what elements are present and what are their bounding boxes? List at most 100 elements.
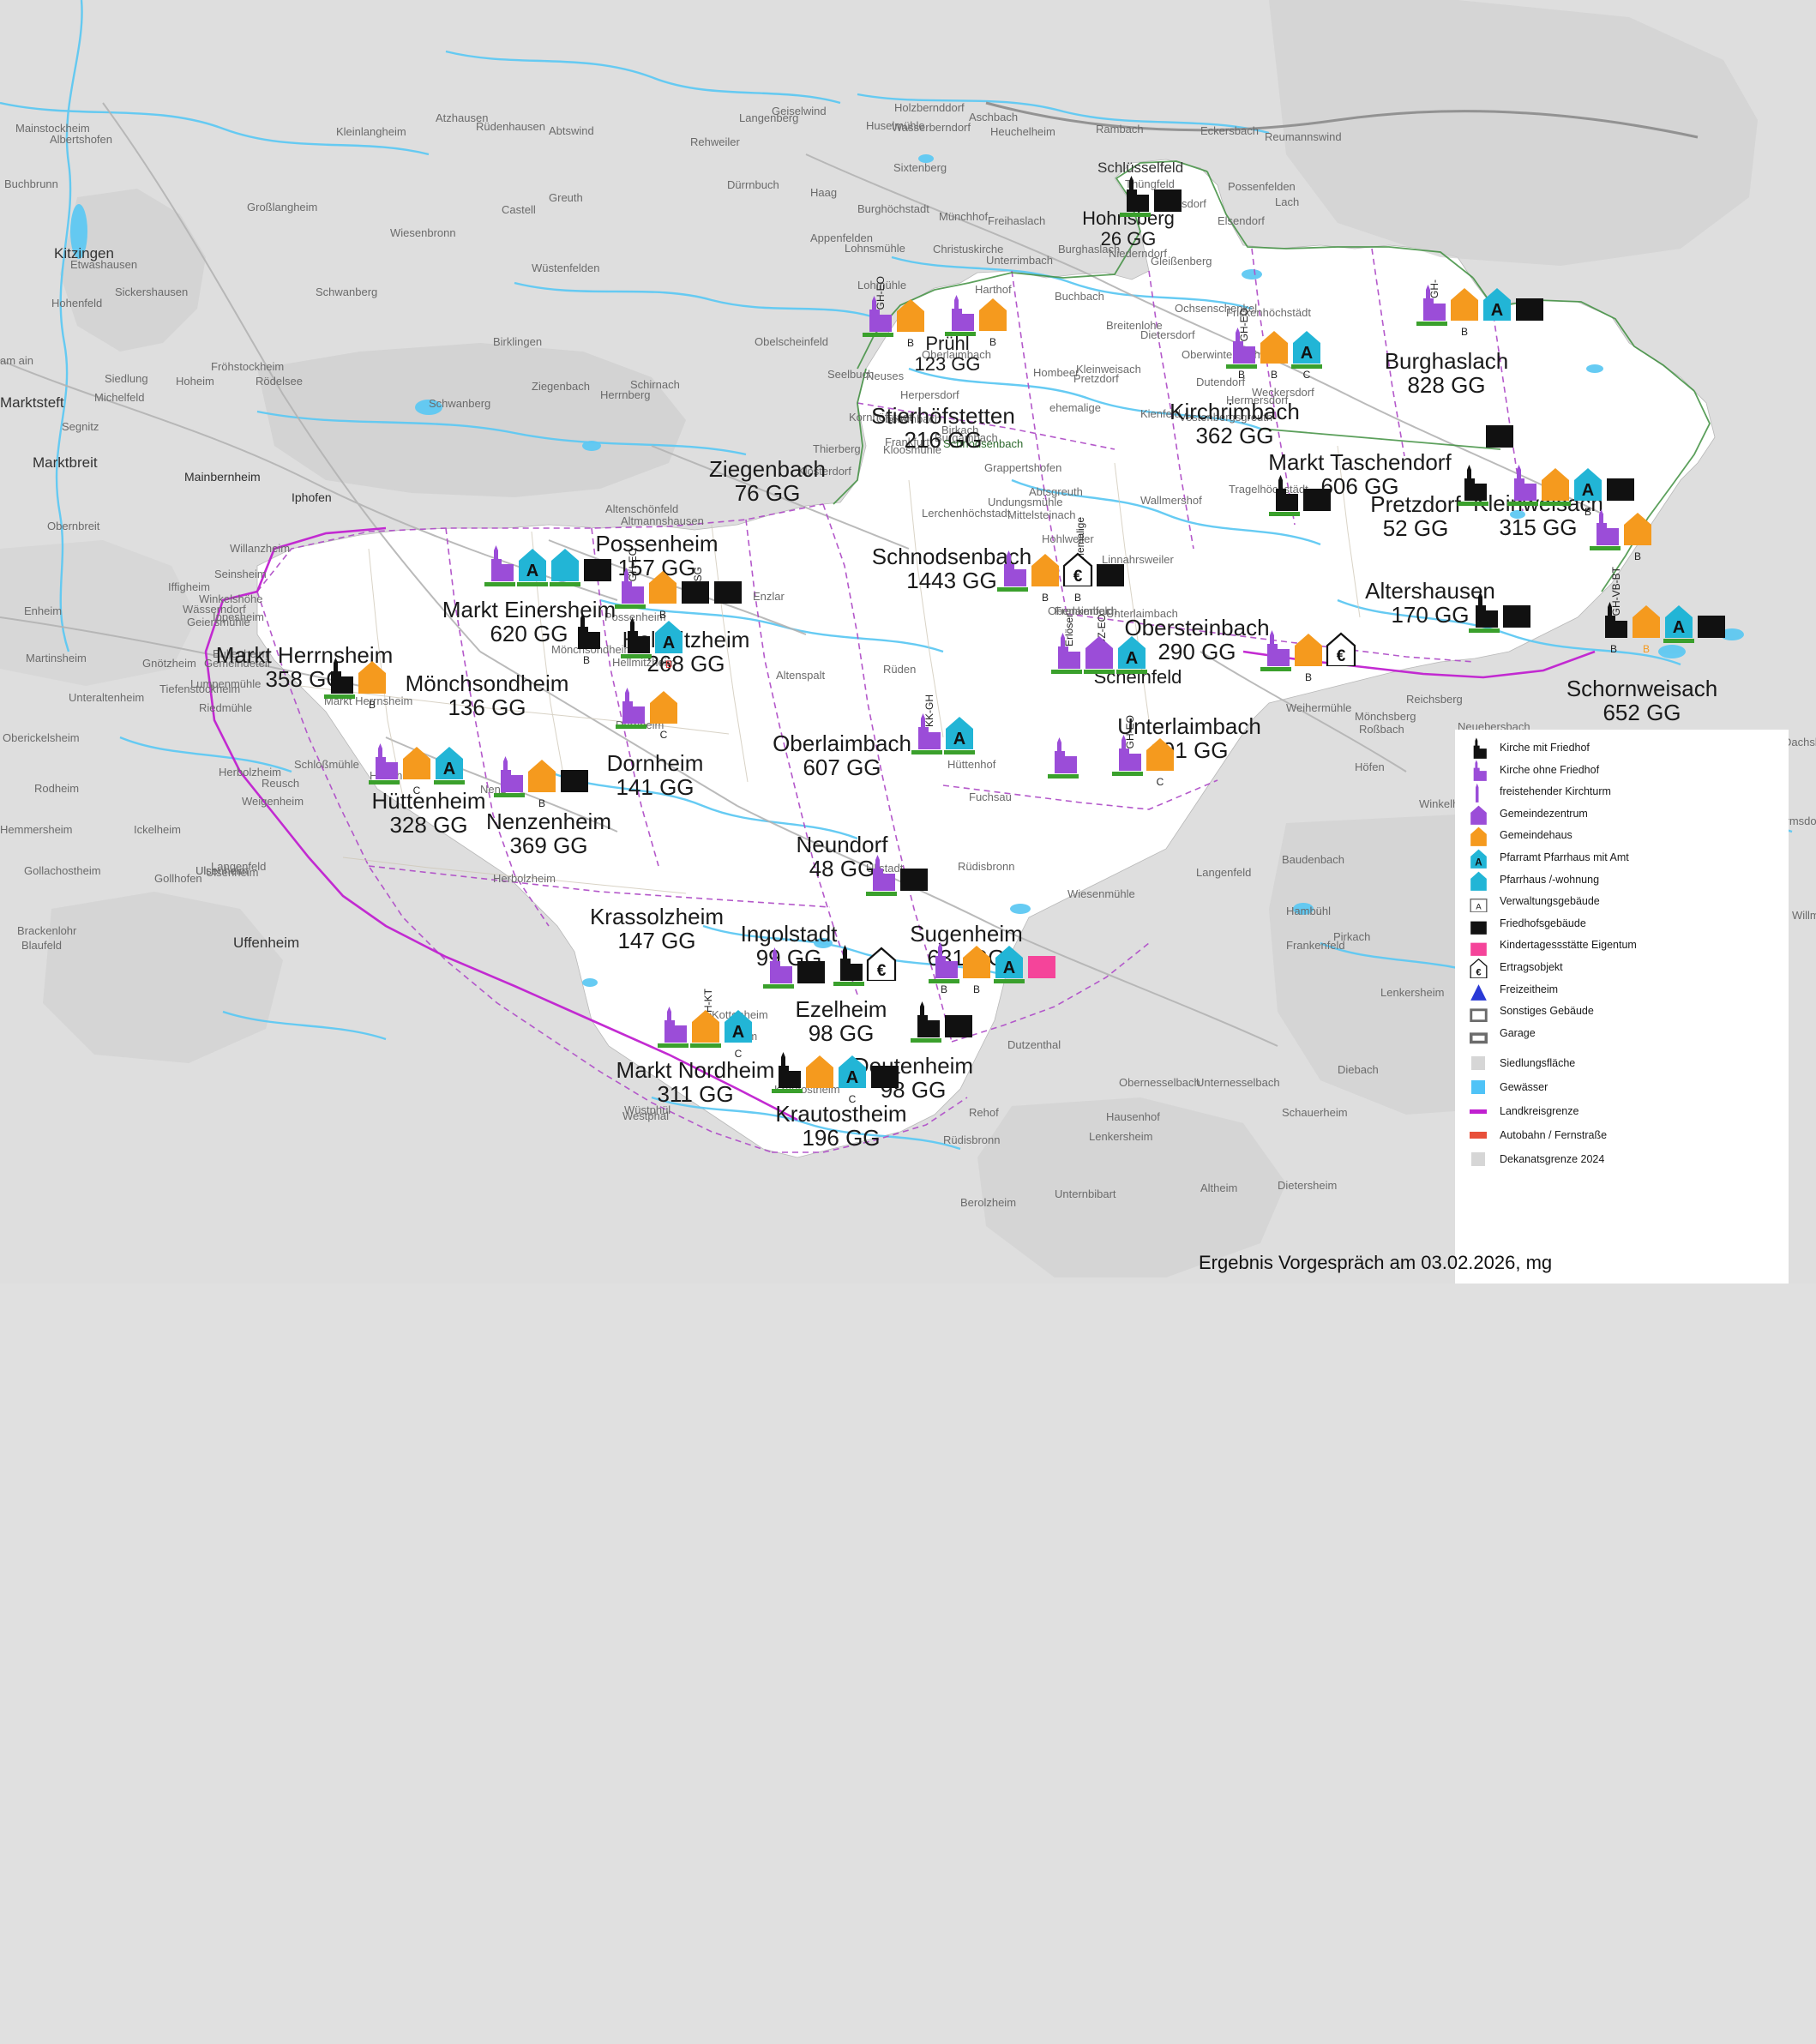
condition-bar [997,587,1028,592]
building-marker[interactable] [804,1050,835,1105]
building-marker[interactable] [1540,463,1571,518]
building-marker[interactable]: ehemalige € B [1062,517,1093,604]
building-marker[interactable]: A [1482,283,1512,338]
place-label: Castell [502,203,536,216]
building-marker[interactable] [833,943,864,998]
building-marker[interactable] [1048,736,1079,791]
building-marker[interactable] [899,853,929,908]
building-marker[interactable] [1507,463,1538,518]
building-marker[interactable] [997,549,1028,604]
building-marker[interactable] [324,656,355,711]
building-marker[interactable] [1605,463,1636,518]
building-marker[interactable] [1152,174,1183,229]
building-marker[interactable] [559,754,590,809]
building-marker[interactable]: GH-EO B [1226,308,1257,381]
building-marker[interactable]: GH-EO [863,276,893,349]
marker-glyph [911,712,942,749]
building-marker[interactable]: A [1116,631,1147,686]
building-marker[interactable] [621,616,652,670]
building-marker[interactable] [484,544,515,598]
building-marker[interactable]: B [1030,549,1061,604]
building-marker[interactable]: B [1631,600,1662,655]
building-marker[interactable] [713,566,743,621]
building-marker[interactable]: C [648,686,679,741]
building-marker[interactable] [1514,283,1545,338]
church-nocemetery-icon [1004,550,1026,586]
building-marker[interactable]: B [357,656,388,711]
building-marker[interactable]: A [434,742,465,797]
building-marker[interactable]: B [571,611,602,666]
building-marker[interactable] [1590,508,1621,562]
building-marker[interactable]: € [1326,628,1356,683]
place-label: Hombeer [1033,366,1079,379]
place-label: Marktsteft [0,394,64,411]
building-marker[interactable] [1095,549,1126,604]
building-marker[interactable] [494,754,525,809]
building-marker[interactable]: GH-EO [1112,715,1143,788]
building-marker[interactable]: GH-EO [615,548,646,621]
building-marker[interactable]: GH-VB-BT B [1598,567,1629,655]
place-label: Ippesheim [213,610,264,623]
building-marker[interactable] [369,742,400,797]
building-marker[interactable] [1696,600,1727,655]
building-marker[interactable] [945,293,976,348]
building-marker[interactable] [943,1000,974,1055]
building-marker[interactable]: A [944,712,975,766]
building-marker[interactable]: B [961,941,992,995]
building-marker[interactable] [1484,410,1515,465]
building-marker[interactable]: GH- [1416,280,1447,338]
building-marker[interactable]: SG [680,566,711,621]
building-marker[interactable]: KK-GH [911,694,942,766]
building-marker[interactable] [1026,941,1057,995]
building-marker[interactable]: A [994,941,1025,995]
church-nocemetery-icon [869,296,892,332]
building-marker[interactable]: B [647,566,678,621]
building-marker[interactable] [796,946,827,1001]
building-marker[interactable] [550,544,580,598]
building-marker[interactable]: B [1449,283,1480,338]
building-marker[interactable] [582,544,613,598]
building-marker[interactable] [869,1050,900,1105]
building-marker[interactable]: B [526,754,557,809]
building-marker[interactable]: A [1663,600,1694,655]
building-marker[interactable] [772,1050,803,1105]
building-marker[interactable]: B [1293,628,1324,683]
building-marker[interactable] [1120,174,1151,229]
building-marker[interactable] [1458,463,1488,518]
building-marker[interactable]: B [1259,326,1290,381]
marker-sub-label: C [848,1093,857,1105]
building-marker[interactable] [866,853,897,908]
building-marker[interactable]: B [929,941,959,995]
church-cemetery-icon [1127,176,1149,212]
building-marker[interactable]: B [977,293,1008,348]
building-marker[interactable]: Erlöser [1051,614,1082,686]
building-marker[interactable] [911,1000,941,1055]
marker-sub-label: B [906,337,914,349]
building-marker[interactable]: € [866,943,897,998]
building-marker[interactable]: B [895,294,926,349]
building-marker[interactable]: GH-KT [690,989,721,1060]
place-label: Sixtenberg [893,161,947,174]
building-marker[interactable] [616,686,646,741]
building-marker[interactable] [763,946,794,1001]
building-marker[interactable] [658,1005,689,1060]
building-marker[interactable]: C [401,742,432,797]
building-marker[interactable]: A [517,544,548,598]
building-marker[interactable] [1302,473,1332,528]
gemeindehaus-icon [692,1010,719,1043]
building-marker[interactable] [1269,473,1300,528]
building-marker[interactable] [1501,590,1532,645]
building-marker[interactable]: C [1145,733,1176,788]
condition-bar [434,780,465,785]
freestanding-tower-icon [1467,780,1489,803]
marker-glyph [1469,590,1500,628]
building-marker[interactable]: B [1622,508,1653,562]
building-marker[interactable] [1260,628,1291,683]
building-marker[interactable] [1469,590,1500,645]
building-marker[interactable]: GZ-EO [1084,614,1115,686]
